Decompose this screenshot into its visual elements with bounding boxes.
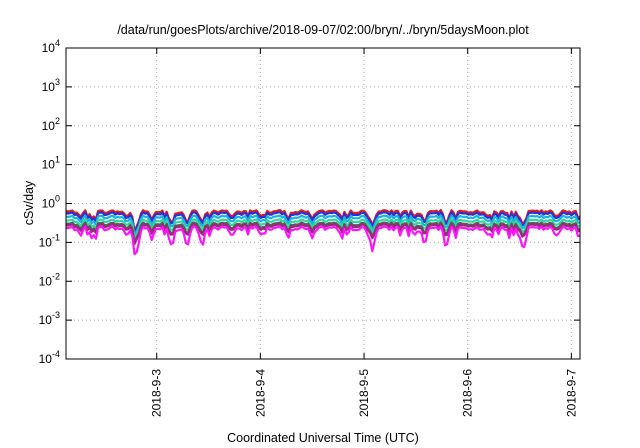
x-axis-label: Coordinated Universal Time (UTC) xyxy=(227,431,419,445)
x-tick-label: 2018-9-6 xyxy=(461,369,475,417)
grid-lines xyxy=(66,48,580,359)
series-line-7 xyxy=(65,225,581,256)
y-tick-label: 10-3 xyxy=(39,310,60,327)
y-tick-label: 10-2 xyxy=(39,271,60,288)
x-tick-label: 2018-9-7 xyxy=(564,369,578,417)
series-line-3 xyxy=(65,214,581,237)
y-tick-label: 102 xyxy=(42,116,60,133)
y-tick-label: 10-1 xyxy=(39,232,60,249)
x-tick-label: 2018-9-3 xyxy=(150,369,164,417)
series-line-4 xyxy=(65,218,581,241)
y-tick-label: 103 xyxy=(42,77,60,94)
y-axis-label: cSv/day xyxy=(22,180,36,225)
series-lines xyxy=(65,209,581,256)
chart-title: /data/run/goesPlots/archive/2018-09-07/0… xyxy=(117,23,529,37)
series-line-2 xyxy=(65,211,581,235)
x-ticks: 2018-9-3 2018-9-4 2018-9-5 2018-9-6 2018-9-7 xyxy=(150,48,578,417)
x-tick-label: 2018-9-4 xyxy=(253,369,267,417)
y-ticks: 10-4 10-3 10-2 10-1 100 101 102 103 104 xyxy=(39,38,580,366)
x-tick-label: 2018-9-5 xyxy=(357,369,371,417)
y-tick-label: 101 xyxy=(42,155,60,172)
y-tick-label: 10-4 xyxy=(39,349,60,366)
series-line-6 xyxy=(65,223,581,246)
y-tick-label: 104 xyxy=(42,38,60,55)
y-tick-label: 100 xyxy=(42,194,60,211)
